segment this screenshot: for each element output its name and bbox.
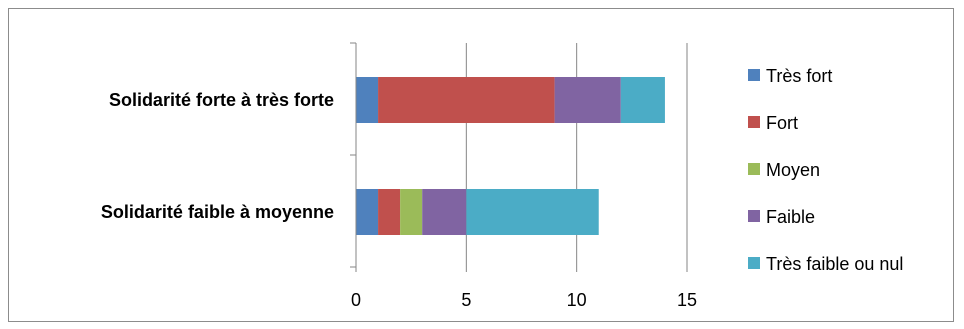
axis-labels: 0 5 10 15 Solidarité forte à très forte Solid… <box>101 90 697 310</box>
category-label-1: Solidarité faible à moyenne <box>101 202 334 222</box>
bar-segment-1-2 <box>400 189 423 235</box>
axes <box>350 42 688 272</box>
category-label-0: Solidarité forte à très forte <box>109 90 334 110</box>
legend-label-3: Faible <box>766 207 815 227</box>
legend-swatch-0 <box>748 69 760 81</box>
legend-label-0: Très fort <box>766 66 832 86</box>
bar-segment-1-0 <box>356 189 379 235</box>
bar-segment-1-1 <box>378 189 401 235</box>
bar-segment-1-3 <box>422 189 467 235</box>
x-tick-label-3: 15 <box>677 290 697 310</box>
legend-swatch-3 <box>748 210 760 222</box>
legend: Très fort Fort Moyen Faible Très faible ou n… <box>748 66 903 274</box>
bars <box>356 77 665 235</box>
chart-frame <box>8 8 954 322</box>
bar-segment-1-4 <box>466 189 599 235</box>
legend-label-2: Moyen <box>766 160 820 180</box>
bar-segment-0-4 <box>620 77 665 123</box>
bar-segment-0-0 <box>356 77 379 123</box>
legend-swatch-2 <box>748 163 760 175</box>
legend-swatch-4 <box>748 257 760 269</box>
legend-swatch-1 <box>748 116 760 128</box>
x-tick-label-1: 5 <box>461 290 471 310</box>
bar-segment-0-3 <box>554 77 621 123</box>
x-tick-label-2: 10 <box>567 290 587 310</box>
bar-segment-0-1 <box>378 77 555 123</box>
x-tick-label-0: 0 <box>351 290 361 310</box>
legend-label-1: Fort <box>766 113 798 133</box>
legend-label-4: Très faible ou nul <box>766 254 903 274</box>
